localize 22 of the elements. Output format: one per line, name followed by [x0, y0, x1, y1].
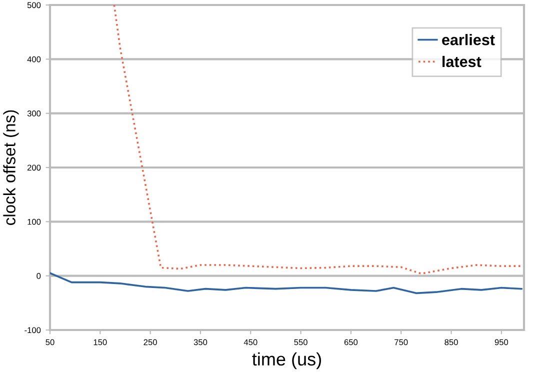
x-tick-label: 150: [94, 339, 107, 346]
y-tick-label: 100: [28, 218, 41, 225]
x-axis-title: time (us): [252, 352, 321, 370]
x-tick-label: 50: [46, 339, 54, 346]
y-tick-label: -100: [24, 327, 41, 334]
y-tick-label: 200: [27, 164, 41, 171]
x-tick-label: 350: [194, 339, 208, 346]
x-tick-label: 950: [494, 339, 508, 346]
x-tick-label: 550: [294, 339, 308, 346]
x-tick-label: 650: [344, 339, 358, 346]
x-tick-label: 250: [144, 339, 157, 346]
line-series: [113, 5, 522, 275]
y-tick-label: 500: [27, 2, 41, 8]
y-tick-label: 300: [27, 110, 41, 116]
y-tick-label: 400: [27, 56, 41, 62]
y-tick-label: 0: [36, 273, 41, 279]
x-tick-label: 850: [444, 339, 458, 346]
legend-label: earliest: [442, 34, 495, 46]
x-tick-label: 750: [394, 339, 408, 346]
y-axis-title: clock offset (ns): [3, 110, 19, 225]
legend-label: latest: [442, 56, 482, 68]
x-tick-label: 450: [244, 339, 258, 346]
